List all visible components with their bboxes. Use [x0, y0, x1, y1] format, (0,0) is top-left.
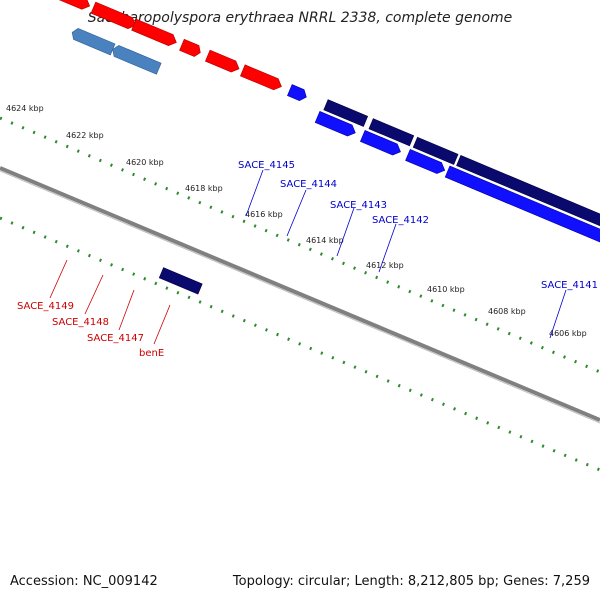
gene-red-4[interactable] — [179, 38, 203, 58]
gene-red-3[interactable] — [131, 18, 179, 48]
gene-label-sace-4148[interactable]: SACE_4148 — [52, 317, 109, 328]
gene-blue-small[interactable] — [287, 84, 308, 103]
genome-summary-text: Topology: circular; Length: 8,212,805 bp… — [232, 574, 590, 589]
gene-blue-2[interactable] — [314, 111, 357, 138]
leader-bene — [153, 304, 171, 345]
gene-navy-sace-4145[interactable] — [323, 99, 369, 127]
tick-label-4624: 4624 kbp — [6, 104, 44, 113]
leader-sace-4147 — [118, 289, 135, 331]
gene-blue-3[interactable] — [359, 130, 402, 157]
genome-backbone — [0, 166, 600, 422]
tick-label-4614: 4614 kbp — [306, 236, 344, 245]
gene-blue-5[interactable] — [444, 165, 600, 273]
tick-label-4612: 4612 kbp — [366, 261, 404, 270]
gene-red-1[interactable] — [50, 0, 92, 12]
tick-label-4606: 4606 kbp — [549, 329, 587, 338]
leader-sace-4144 — [286, 189, 307, 237]
genome-backbone-shadow — [0, 170, 600, 424]
gene-label-sace-4145[interactable]: SACE_4145 — [238, 160, 295, 171]
gene-red-2[interactable] — [90, 1, 138, 31]
gene-label-sace-4147[interactable]: SACE_4147 — [87, 333, 144, 344]
gene-label-bene[interactable]: benE — [139, 348, 164, 359]
tick-label-4610: 4610 kbp — [427, 285, 465, 294]
gene-navy-sace-4144[interactable] — [368, 118, 415, 147]
inner-tick-ring — [0, 216, 600, 472]
leader-sace-4143 — [336, 207, 355, 257]
gene-navy-bene-block[interactable] — [158, 267, 203, 295]
gene-navy-sace-4142[interactable] — [456, 155, 600, 259]
gene-label-sace-4143[interactable]: SACE_4143 — [330, 200, 387, 211]
gene-steelblue-1[interactable] — [70, 27, 116, 56]
leader-sace-4141 — [549, 289, 567, 339]
tick-label-4608: 4608 kbp — [488, 307, 526, 316]
gene-navy-sace-4143[interactable] — [412, 136, 459, 165]
leader-sace-4149 — [49, 259, 68, 299]
leader-sace-4145 — [245, 169, 264, 217]
tick-label-4618: 4618 kbp — [185, 184, 223, 193]
tick-label-4622: 4622 kbp — [66, 131, 104, 140]
gene-red-6[interactable] — [240, 64, 283, 92]
gene-label-sace-4141[interactable]: SACE_4141 — [541, 280, 598, 291]
gene-blue-4[interactable] — [405, 148, 448, 176]
outer-tick-ring — [0, 116, 600, 374]
accession-text: Accession: NC_009142 — [10, 574, 158, 589]
leader-sace-4142 — [378, 223, 397, 273]
gene-label-sace-4142[interactable]: SACE_4142 — [372, 215, 429, 226]
tick-label-4620: 4620 kbp — [126, 158, 164, 167]
gene-red-5[interactable] — [204, 49, 241, 74]
gene-label-sace-4149[interactable]: SACE_4149 — [17, 301, 74, 312]
tick-label-4616: 4616 kbp — [245, 210, 283, 219]
map-title: Saccharopolyspora erythraea NRRL 2338, c… — [87, 10, 513, 26]
leader-sace-4148 — [84, 274, 104, 315]
gene-label-sace-4144[interactable]: SACE_4144 — [280, 179, 337, 190]
gene-steelblue-2[interactable] — [110, 44, 162, 75]
